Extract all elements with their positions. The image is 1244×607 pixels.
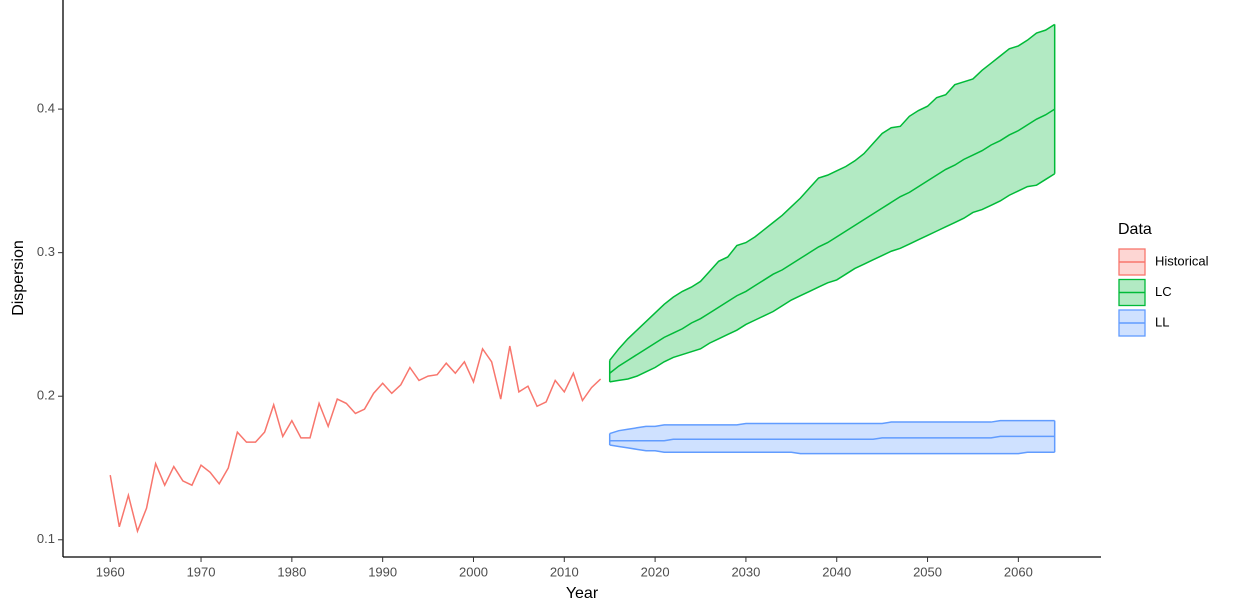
x-tick-label: 1960 [96,564,125,579]
x-tick-label: 2050 [913,564,942,579]
legend-label: Historical [1155,253,1209,268]
band-fill [609,24,1055,382]
x-tick-label: 1980 [277,564,306,579]
legend-label: LC [1155,284,1172,299]
y-tick-label: 0.3 [37,244,55,259]
y-axis-title: Dispersion [10,240,27,316]
x-tick-label: 2040 [822,564,851,579]
legend-label: LL [1155,314,1169,329]
y-tick-label: 0.4 [37,101,55,116]
x-tick-label: 1990 [368,564,397,579]
series-line [609,108,1056,374]
legend-title: Data [1118,221,1152,238]
x-tick-label: 2030 [731,564,760,579]
band-upper [609,23,1056,361]
x-tick-label: 2060 [1004,564,1033,579]
y-tick-label: 0.1 [37,531,55,546]
x-tick-label: 2020 [641,564,670,579]
band-fill [609,420,1055,454]
x-tick-label: 2000 [459,564,488,579]
series-line [609,435,1055,442]
band-lower [609,444,1055,455]
x-axis-title: Year [566,585,599,602]
series-line [109,345,602,534]
x-tick-label: 1970 [187,564,216,579]
x-tick-label: 2010 [550,564,579,579]
band-lower [609,173,1056,383]
y-tick-label: 0.2 [37,388,55,403]
band-upper [609,419,1055,435]
